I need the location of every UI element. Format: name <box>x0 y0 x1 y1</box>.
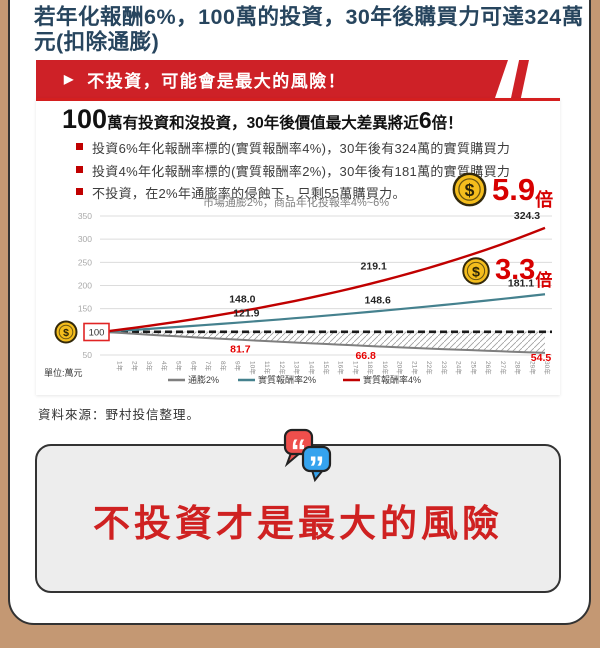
series-line <box>102 293 546 333</box>
x-axis-tick-label: 12年 <box>278 361 287 375</box>
coin-icon: $ <box>452 172 487 207</box>
bullet-text: 投資6%年化報酬率標的(實質報酬率4%)，30年後有324萬的實質購買力 <box>92 141 511 156</box>
risk-banner-label: 不投資，可能會是最大的風險！ <box>87 71 347 91</box>
legend-label: 實質報酬率2% <box>258 374 316 385</box>
data-label: 219.1 <box>361 261 387 273</box>
svg-text:$: $ <box>465 180 475 200</box>
y-axis-tick-label: 150 <box>78 304 92 314</box>
legend-label: 實質報酬率4% <box>363 374 421 385</box>
list-item: 不投資，在2%年通膨率的侵蝕下，只剩55萬購買力。 <box>76 183 510 202</box>
bullet-text: 投資4%年化報酬率標的(實質報酬率2%)，30年後有181萬的實質購買力 <box>92 163 511 179</box>
summary-bullet-list: 投資6%年化報酬率標的(實質報酬率4%)，30年後有324萬的實質購買力 投資4… <box>76 138 510 206</box>
heading-number-6: 6 <box>418 107 432 133</box>
coin-icon <box>54 320 78 344</box>
red-square-bullet-icon <box>76 165 83 173</box>
x-axis-tick-label: 29年 <box>528 361 537 375</box>
x-axis-tick-label: 7年 <box>204 361 213 372</box>
x-axis-tick-label: 28年 <box>514 361 523 375</box>
heading-text: 萬有投資和沒投資，30年後價值最大差異將近 <box>107 115 419 132</box>
x-axis-tick-label: 8年 <box>219 361 228 372</box>
data-label: 66.8 <box>355 350 376 362</box>
list-item: 投資6%年化報酬率標的(實質報酬率4%)，30年後有324萬的實質購買力 <box>76 138 510 157</box>
x-axis-tick-label: 5年 <box>175 361 184 372</box>
data-source-note: 資料來源：野村投信整理。 <box>38 408 201 422</box>
speech-bubble-close-quote-icon: ” <box>301 445 332 483</box>
multiplier-badge-3-3: $ 3.3 倍 <box>461 253 552 291</box>
loss-hatched-area <box>103 331 545 353</box>
x-axis-tick-label: 19年 <box>381 361 390 375</box>
x-axis-tick-label: 10年 <box>248 361 257 375</box>
legend-label: 通膨2% <box>188 374 219 385</box>
investment-growth-chart: 50 150 200 250 300 350 市場通膨2%，商品年化投報率4%~6% 1年 2年… <box>44 195 552 385</box>
list-item: 投資4%年化報酬率標的(實質報酬率2%)，30年後有181萬的實質購買力 <box>76 161 510 180</box>
x-axis-tick-label: 27年 <box>499 361 508 375</box>
x-axis-tick-label: 30年 <box>543 361 552 375</box>
svg-text:”: ” <box>309 450 325 483</box>
x-axis-tick-label: 20年 <box>396 361 405 375</box>
quote-card: 不投資才是最大的風險 <box>35 444 561 593</box>
coin-dollar-glyph: $ <box>63 327 69 339</box>
x-axis-tick-label: 23年 <box>440 361 449 375</box>
x-axis-tick-label: 17年 <box>351 361 360 375</box>
multiplier-badge-5-9: $ 5.9 倍 <box>451 171 553 212</box>
red-square-bullet-icon <box>76 188 83 195</box>
x-axis-tick-label: 14年 <box>307 361 316 375</box>
data-label: 148.6 <box>365 294 391 306</box>
heading-tail: 倍！ <box>431 115 463 132</box>
x-axis-tick-label: 13年 <box>293 361 302 375</box>
y-axis-tick-label: 300 <box>78 234 92 244</box>
data-label: 324.3 <box>514 210 540 222</box>
coin-icon-ring <box>58 324 74 340</box>
svg-text:$: $ <box>472 264 480 280</box>
x-axis-tick-label: 6年 <box>189 361 198 372</box>
x-axis-tick-label: 3年 <box>145 361 154 372</box>
triangle-bullet-icon: ▶ <box>64 72 74 86</box>
heading-number-100: 100 <box>62 104 108 134</box>
start-value-box <box>83 322 110 342</box>
x-axis-tick-label: 21年 <box>410 361 419 375</box>
x-axis-tick-label: 15年 <box>322 361 331 375</box>
risk-banner: ▶ 不投資，可能會是最大的風險！ <box>36 60 508 98</box>
data-label: 148.0 <box>229 294 255 306</box>
x-axis-tick-label: 1年 <box>116 361 125 372</box>
y-axis-tick-label: 350 <box>78 211 92 221</box>
x-axis-tick-label: 22年 <box>425 361 434 375</box>
x-axis-tick-label: 26年 <box>484 361 493 375</box>
red-square-bullet-icon <box>76 143 83 150</box>
x-axis-tick-label: 16年 <box>337 361 346 375</box>
y-axis-tick-label: 50 <box>83 350 93 360</box>
bullet-text: 不投資，在2%年通膨率的侵蝕下，只剩55萬購買力。 <box>92 186 406 201</box>
y-axis-tick-label: 250 <box>78 257 92 267</box>
quote-text: 不投資才是最大的風險 <box>93 503 503 544</box>
series-line <box>102 226 546 334</box>
multiplier-unit: 倍 <box>535 271 553 290</box>
x-axis-tick-label: 25年 <box>469 361 478 375</box>
y-axis-tick-label: 200 <box>78 281 92 291</box>
chart-title: 市場通膨2%，商品年化投報率4%~6% <box>203 195 389 209</box>
series-line <box>102 330 546 354</box>
multiplier-value: 5.9 <box>492 172 536 207</box>
x-axis-tick-label: 2年 <box>130 361 139 372</box>
multiplier-unit: 倍 <box>535 190 554 210</box>
page-title: 若年化報酬6%，100萬的投資，30年後購買力可達324萬元(扣除通膨) <box>34 5 584 54</box>
data-label: 181.1 <box>508 277 534 289</box>
axis-unit-label: 單位:萬元 <box>44 367 83 378</box>
multiplier-value: 3.3 <box>495 254 536 286</box>
summary-heading: 100萬有投資和沒投資，30年後價值最大差異將近6倍！ <box>62 104 463 135</box>
coin-icon: $ <box>462 257 490 285</box>
x-axis-tick-label: 9年 <box>234 361 243 372</box>
start-value-label: 100 <box>89 328 105 339</box>
data-label: 121.9 <box>233 308 259 320</box>
x-axis-tick-label: 4年 <box>160 361 169 372</box>
data-label: 81.7 <box>230 343 251 355</box>
x-axis-tick-label: 18年 <box>366 361 375 375</box>
data-label: 54.5 <box>531 352 552 364</box>
x-axis-tick-label: 11年 <box>263 361 272 375</box>
x-axis-tick-label: 24年 <box>455 361 464 375</box>
